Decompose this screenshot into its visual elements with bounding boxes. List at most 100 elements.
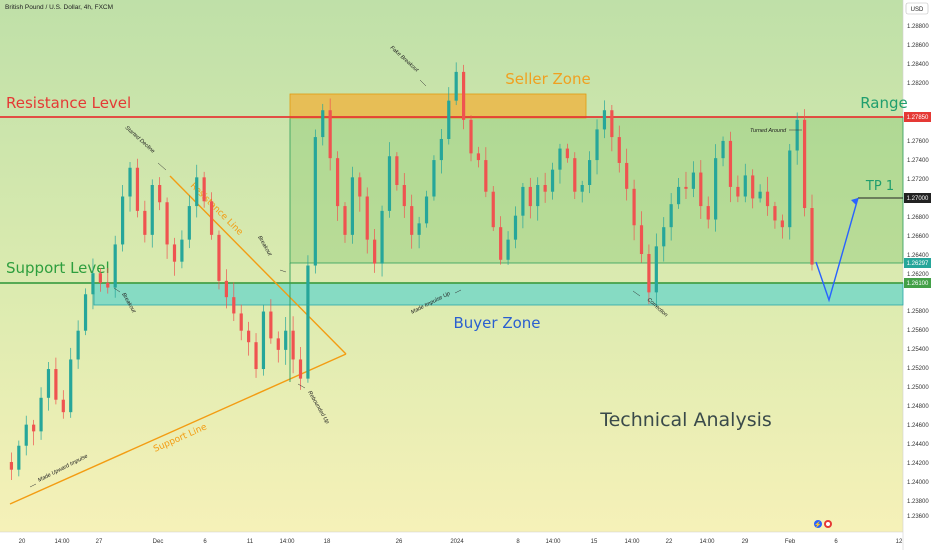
price-tick-label: 1.27400 xyxy=(907,158,929,164)
candle-body xyxy=(580,185,584,192)
candle-body xyxy=(550,169,555,192)
annotation-arrow xyxy=(419,79,427,87)
price-tick-label: 1.27600 xyxy=(907,139,929,145)
buyer-zone-rect xyxy=(93,282,904,306)
candle-body xyxy=(617,137,621,163)
candle-body xyxy=(536,185,540,207)
candle-body xyxy=(135,167,140,211)
candle-body xyxy=(528,186,532,207)
candle-body xyxy=(17,445,21,470)
us-flag-icon-inner xyxy=(826,522,830,526)
candle-body xyxy=(343,206,347,235)
time-tick-label: Feb xyxy=(785,539,796,545)
candle-body xyxy=(247,330,251,343)
candle-body xyxy=(751,175,755,199)
candle-body xyxy=(461,71,466,120)
time-tick-label: 14:00 xyxy=(624,539,640,545)
candle-body xyxy=(765,191,770,207)
price-tick-label: 1.28800 xyxy=(907,24,929,30)
candle-body xyxy=(128,167,132,197)
candle-body xyxy=(298,359,303,379)
price-tick-label: 1.26400 xyxy=(907,253,929,259)
projection-arrowhead xyxy=(851,198,858,205)
candle-body xyxy=(76,330,80,360)
candle-body xyxy=(513,215,518,240)
time-axis-panel xyxy=(0,532,903,550)
candle-body xyxy=(209,201,214,235)
lightning-icon-glyph: ⚡ xyxy=(814,521,821,529)
triangle-resistance-line xyxy=(169,175,347,355)
candle-body xyxy=(625,162,629,189)
price-tick-label: 1.25600 xyxy=(907,328,929,334)
resistance-level-label: Resistance Level xyxy=(6,94,131,112)
candle-body xyxy=(32,424,36,432)
candle-body xyxy=(106,282,110,288)
candle-body xyxy=(439,138,443,161)
candle-body xyxy=(595,129,599,161)
candle-body xyxy=(284,330,288,350)
candle-body xyxy=(9,462,14,470)
candle-body xyxy=(602,110,607,130)
projection-path xyxy=(815,197,859,303)
candle-body xyxy=(276,338,280,350)
lightning-icon[interactable] xyxy=(814,520,822,528)
price-badge xyxy=(904,278,931,288)
currency-badge-box[interactable] xyxy=(905,2,929,15)
candle-body xyxy=(350,177,355,235)
candle-body xyxy=(432,160,436,197)
buyer-zone-label: Buyer Zone xyxy=(453,314,540,332)
candle-body xyxy=(39,397,43,432)
candle-body xyxy=(558,148,562,170)
candle-body xyxy=(684,186,688,189)
annotation-arrow xyxy=(279,269,287,273)
candle-body xyxy=(669,204,673,228)
candle-body xyxy=(172,244,177,262)
candle-body xyxy=(335,158,340,207)
price-tick-label: 1.24200 xyxy=(907,461,929,467)
candle-body xyxy=(358,177,362,197)
price-tick-label: 1.25800 xyxy=(907,309,929,315)
price-badge xyxy=(904,193,931,203)
time-tick-label: 2024 xyxy=(450,539,464,545)
candle-body xyxy=(180,239,184,262)
time-tick-label: 14:00 xyxy=(545,539,561,545)
candle-body xyxy=(728,140,733,187)
time-tick-label: 12 xyxy=(896,539,903,545)
candle-body xyxy=(239,313,243,331)
candle-body xyxy=(780,220,784,228)
candle-body xyxy=(662,227,666,247)
candle-body xyxy=(232,297,236,314)
time-tick-label: 11 xyxy=(247,539,254,545)
candle-body xyxy=(610,110,614,138)
candle-body xyxy=(691,172,695,189)
candle-body xyxy=(417,223,421,235)
annotation-arrow xyxy=(29,483,37,488)
candle-body xyxy=(224,280,228,298)
price-axis-badges: 1.27850 1.27000 1.26297 1.26100 xyxy=(904,112,931,288)
candle-body xyxy=(706,206,710,220)
price-badge-label: 1.26297 xyxy=(907,261,929,267)
candle-body xyxy=(736,186,740,197)
time-tick-label: 26 xyxy=(396,539,403,545)
price-tick-label: 1.24000 xyxy=(907,480,929,486)
price-badge-label: 1.26100 xyxy=(907,281,929,287)
candle-body xyxy=(721,140,725,159)
time-tick-label: 15 xyxy=(591,539,598,545)
price-tick-label: 1.23600 xyxy=(907,514,929,520)
candle-body xyxy=(491,191,495,228)
annotation-arrow xyxy=(454,289,462,294)
annotation-arrow xyxy=(157,162,167,171)
price-badge xyxy=(904,112,931,122)
candle-body xyxy=(802,119,807,209)
price-tick-label: 1.28400 xyxy=(907,62,929,68)
price-axis-panel xyxy=(903,0,932,550)
time-axis-ticks: 20 14:00 27 Dec 6 11 14:00 18 26 2024 8 14:00 15 14:0… xyxy=(19,539,903,545)
annotation-arrow xyxy=(297,383,306,389)
candle-body xyxy=(313,137,317,266)
candle-body xyxy=(788,150,792,228)
candle-body xyxy=(499,227,503,260)
candle-body xyxy=(269,311,273,339)
candle-body xyxy=(484,160,488,192)
